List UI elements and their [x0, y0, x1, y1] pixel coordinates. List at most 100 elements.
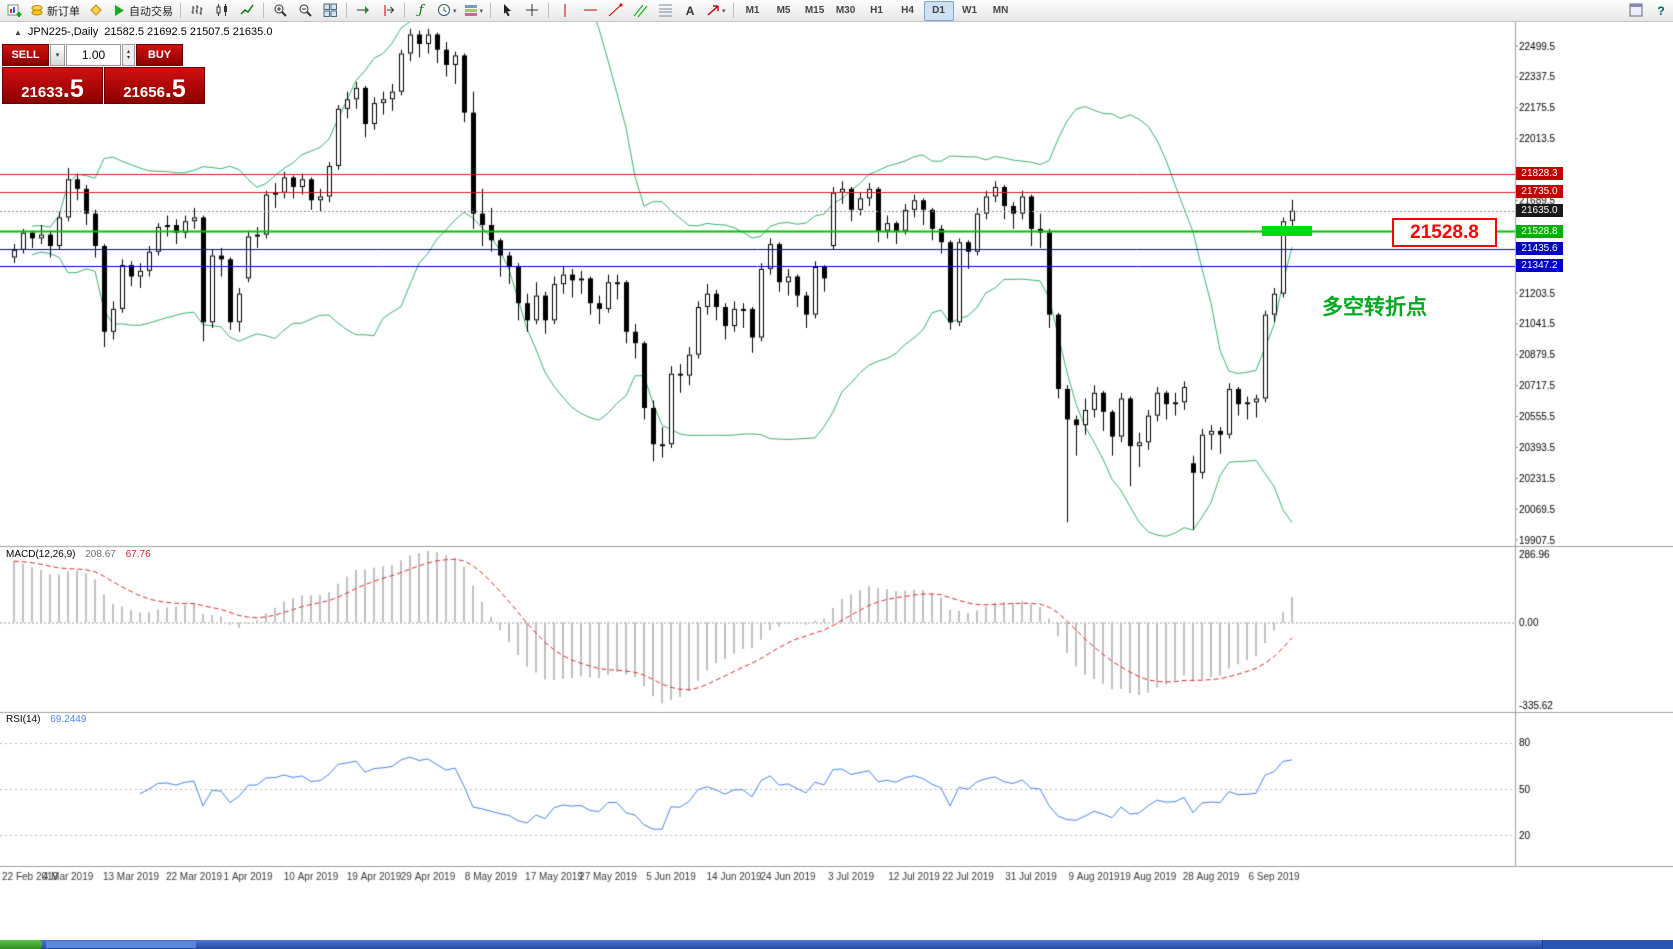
- sell-price-fraction: .5: [62, 75, 84, 103]
- timeframe-button-m30[interactable]: M30: [835, 5, 856, 16]
- timeframe-button-w1[interactable]: W1: [962, 5, 978, 16]
- buy-price-display[interactable]: 21656 .5: [104, 67, 205, 104]
- line-icon: [239, 3, 255, 18]
- symbol-marker-icon: ▲: [14, 27, 22, 37]
- vline-icon: [558, 3, 573, 18]
- hline-icon: [583, 3, 598, 18]
- crosshair-icon: [525, 3, 540, 18]
- toolbar-separator: [346, 3, 347, 18]
- candle-chart-button[interactable]: [210, 1, 234, 21]
- macd-label: MACD(12,26,9): [6, 549, 76, 560]
- tile-windows-button[interactable]: [318, 1, 342, 21]
- candles-icon: [215, 3, 230, 18]
- tile-icon: [323, 3, 338, 18]
- symbol-header: ▲ JPN225-,Daily 21582.5 21692.5 21507.5 …: [14, 26, 272, 38]
- horizontal-line-button[interactable]: [578, 1, 602, 21]
- price-axis-tag: 21635.0: [1516, 204, 1563, 218]
- buy-button[interactable]: BUY: [136, 44, 183, 66]
- rsi-value: 69.2449: [50, 714, 87, 725]
- fibonacci-button[interactable]: [653, 1, 677, 21]
- price-axis-tag: 21828.3: [1516, 167, 1563, 181]
- crosshair-button[interactable]: [520, 1, 544, 21]
- price-axis-tag: 21528.8: [1516, 224, 1563, 238]
- templates-button[interactable]: ▾: [461, 1, 487, 21]
- vertical-line-button[interactable]: [553, 1, 577, 21]
- rsi-indicator-header: RSI(14) 69.2449: [6, 714, 86, 725]
- trendline-button[interactable]: [603, 1, 627, 21]
- channel-button[interactable]: [628, 1, 652, 21]
- toolbar-separator: [180, 3, 181, 18]
- cursor-icon: [500, 3, 515, 18]
- new-chart-button[interactable]: [2, 1, 26, 21]
- zoom-in-button[interactable]: [268, 1, 292, 21]
- price-chart-canvas[interactable]: [0, 22, 1673, 888]
- zoom-in-icon: [273, 3, 288, 18]
- autoscroll-icon: [356, 3, 371, 18]
- volume-dropdown[interactable]: ▾: [50, 44, 65, 66]
- sell-price-main: 21633: [21, 84, 63, 101]
- toolbar-separator: [404, 3, 405, 18]
- price-axis-tag: 21347.2: [1516, 259, 1563, 273]
- volume-stepper[interactable]: ▴ ▾: [122, 44, 135, 66]
- support-zone-highlight[interactable]: [1262, 226, 1312, 236]
- metaeditor-icon: [89, 3, 104, 18]
- timeframe-button-m1[interactable]: M1: [745, 5, 760, 16]
- help-button[interactable]: ?: [1649, 1, 1673, 21]
- arrows-button[interactable]: ▾: [703, 1, 729, 21]
- new-order-icon: [30, 3, 45, 18]
- support-price-label[interactable]: 21528.8: [1392, 218, 1497, 247]
- indicators-icon: ƒ: [418, 3, 424, 18]
- macd-signal-value: 67.76: [125, 549, 151, 560]
- main-toolbar: 新订单 自动交易 ƒ ▾ ▾ A ▾ M1 M5 M15 M30 H1 H4 D1 W1 MN?: [0, 0, 1673, 22]
- indicators-button[interactable]: ƒ: [409, 1, 433, 21]
- ohlc-values: 21582.5 21692.5 21507.5 21635.0: [104, 26, 273, 38]
- channel-icon: [633, 3, 648, 18]
- chart-shift-button[interactable]: [376, 1, 400, 21]
- sell-price-display[interactable]: 21633 .5: [2, 67, 103, 104]
- shift-icon: [381, 3, 396, 18]
- turning-point-annotation[interactable]: 多空转折点: [1322, 296, 1427, 319]
- rsi-label: RSI(14): [6, 714, 41, 725]
- price-axis-tag: 21735.0: [1516, 185, 1563, 199]
- bar-chart-button[interactable]: [185, 1, 209, 21]
- new-order-button[interactable]: 新订单: [27, 1, 83, 21]
- windows-taskbar[interactable]: [0, 940, 1673, 949]
- arrow-icon: [706, 3, 721, 18]
- buy-price-fraction: .5: [164, 75, 186, 103]
- line-chart-button[interactable]: [235, 1, 259, 21]
- timeframe-button-h4[interactable]: H4: [901, 5, 914, 16]
- autotrading-button[interactable]: 自动交易: [109, 1, 176, 21]
- volume-input[interactable]: [66, 44, 121, 66]
- sell-button[interactable]: SELL: [2, 44, 49, 66]
- toolbar-separator: [263, 3, 264, 18]
- taskbar-app-button[interactable]: [46, 941, 196, 948]
- toolbar-separator: [490, 3, 492, 18]
- timeframe-button-m5[interactable]: M5: [776, 5, 791, 16]
- zoom-out-button[interactable]: [293, 1, 317, 21]
- text-label-button[interactable]: A: [678, 1, 702, 21]
- auto-scroll-button[interactable]: [351, 1, 375, 21]
- trend-icon: [608, 3, 623, 18]
- timeframe-button-mn[interactable]: MN: [992, 5, 1009, 16]
- start-button[interactable]: [0, 940, 42, 949]
- buy-price-main: 21656: [123, 84, 165, 101]
- docking-button[interactable]: [1624, 1, 1648, 21]
- one-click-trading-panel: SELL ▾ ▴▾ BUY 21633 .5 21656 .5: [2, 44, 205, 104]
- timeframe-button-h1[interactable]: H1: [870, 5, 883, 16]
- timeframe-button-d1[interactable]: D1: [923, 0, 954, 21]
- fibo-icon: [658, 3, 673, 18]
- clock-icon: [437, 3, 452, 18]
- toolbar-separator: [548, 3, 550, 18]
- text-icon: A: [685, 3, 695, 18]
- symbol-title: JPN225-,Daily: [27, 26, 99, 38]
- macd-indicator-header: MACD(12,26,9) 208.67 67.76: [6, 549, 151, 560]
- dock-icon: [1629, 3, 1644, 18]
- timeframe-button-m15[interactable]: M15: [804, 5, 825, 16]
- metaeditor-button[interactable]: [84, 1, 108, 21]
- template-icon: [464, 3, 479, 18]
- new-chart-icon: [7, 3, 22, 18]
- periods-button[interactable]: ▾: [434, 1, 460, 21]
- zoom-out-icon: [298, 3, 313, 18]
- cursor-button[interactable]: [495, 1, 519, 21]
- help-icon: ?: [1657, 3, 1665, 18]
